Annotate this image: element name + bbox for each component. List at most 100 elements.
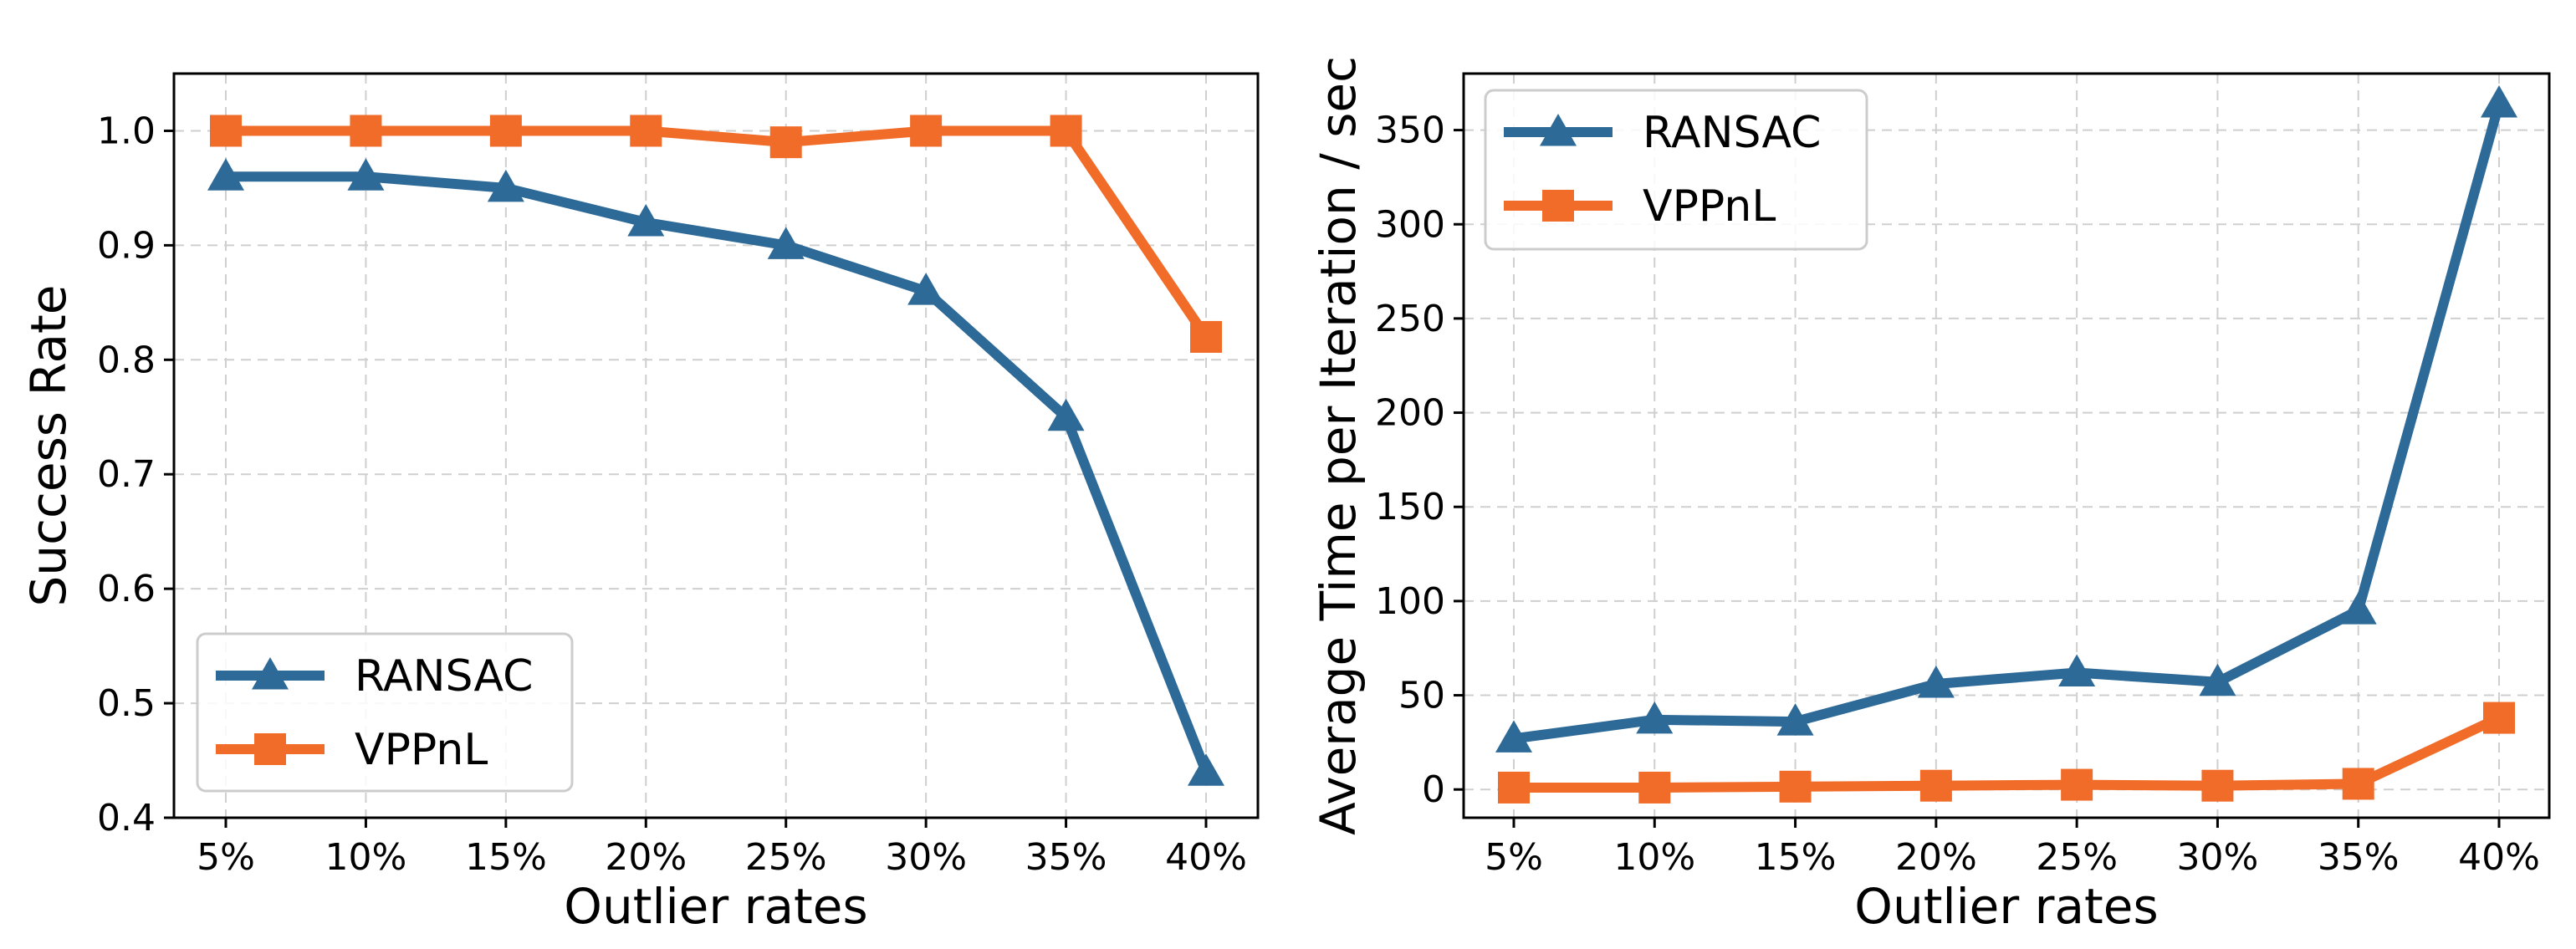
y-tick-label: 0.5 xyxy=(97,682,156,725)
data-point-ransac xyxy=(907,273,945,305)
x-tick-label: 20% xyxy=(605,836,687,879)
series-line-vppnl xyxy=(226,125,1210,340)
data-point-vppnl xyxy=(1050,115,1082,147)
y-tick-labels: 0 50 100 150 200 250 300 350 xyxy=(1375,110,1464,811)
legend-entry-vppnl: VPPnL xyxy=(216,725,488,775)
x-axis-label: Outlier rates xyxy=(1854,878,2158,935)
data-point-vppnl xyxy=(2342,768,2374,800)
legend-marker-group xyxy=(1540,114,1577,146)
legend-marker-vppnl xyxy=(1542,190,1574,222)
data-point-ransac xyxy=(487,169,524,202)
y-tick-label: 300 xyxy=(1375,203,1445,246)
data-point-ransac xyxy=(1917,666,1955,698)
data-point-ransac xyxy=(347,158,385,191)
y-tick-label: 0.7 xyxy=(97,453,156,496)
x-tick-label: 5% xyxy=(197,836,255,879)
data-point-vppnl xyxy=(210,115,242,147)
x-tick-label: 35% xyxy=(1025,836,1107,879)
plot-frame xyxy=(172,72,1260,819)
x-tick-label: 15% xyxy=(465,836,547,879)
x-tick-label: 25% xyxy=(745,836,827,879)
series-lines xyxy=(226,125,1211,774)
data-point-vppnl xyxy=(489,115,522,147)
legend-marker-ransac xyxy=(1540,114,1577,146)
data-point-vppnl xyxy=(2483,702,2515,734)
x-tick-label: 15% xyxy=(1755,836,1837,879)
y-tick-label: 0.6 xyxy=(97,568,156,610)
data-point-vppnl xyxy=(1638,771,1671,804)
series-line-vppnl xyxy=(1514,713,2502,793)
y-axis-label: Average Time per Iteration / sec xyxy=(1310,56,1367,835)
data-point-vppnl xyxy=(350,115,382,147)
data-point-vppnl xyxy=(1779,770,1812,803)
data-point-ransac xyxy=(1188,753,1224,786)
x-tick-labels: 5% 10% 15% 20% 25% 30% 35% 40% xyxy=(197,818,1247,879)
data-point-vppnl xyxy=(769,126,802,159)
success-rate-chart: 5% 10% 15% 20% 25% 30% 35% 40% 0.40.50.60.70.80… xyxy=(20,72,1260,935)
plot-frame xyxy=(1462,72,2551,819)
legend-marker-group xyxy=(254,733,286,765)
y-tick-label: 0 xyxy=(1422,768,1445,811)
series-line-ransac xyxy=(226,171,1211,774)
legend-entry-ransac: RANSAC xyxy=(216,651,533,702)
x-tick-label: 25% xyxy=(2036,836,2118,879)
y-tick-label: 0.9 xyxy=(97,224,156,267)
data-point-vppnl xyxy=(2061,768,2093,801)
data-point-ransac xyxy=(1636,701,1674,734)
y-tick-label: 250 xyxy=(1375,298,1445,340)
legend-marker-vppnl xyxy=(254,733,286,765)
y-tick-label: 50 xyxy=(1398,675,1445,717)
data-point-ransac xyxy=(1495,720,1532,753)
legend-marker-group xyxy=(252,657,289,690)
data-point-ransac xyxy=(207,158,244,191)
legend-label-vppnl: VPPnL xyxy=(1643,181,1776,232)
series-lines xyxy=(1513,102,2504,793)
legend-entry-vppnl: VPPnL xyxy=(1504,181,1776,232)
series-line-ransac xyxy=(1513,102,2504,744)
x-tick-label: 20% xyxy=(1895,836,1977,879)
data-point-ransac xyxy=(1047,398,1085,431)
data-point-ransac xyxy=(2339,592,2377,625)
series-markers xyxy=(1495,85,2517,804)
data-point-ransac xyxy=(767,227,805,259)
y-tick-label: 100 xyxy=(1375,580,1445,623)
data-point-ransac xyxy=(1776,703,1814,736)
x-tick-label: 30% xyxy=(885,836,967,879)
data-point-ransac xyxy=(627,204,665,237)
y-tick-label: 200 xyxy=(1375,392,1445,435)
legend-entry-ransac: RANSAC xyxy=(1504,108,1821,158)
data-point-ransac xyxy=(2481,85,2517,118)
data-point-vppnl xyxy=(630,115,662,147)
series-markers xyxy=(207,115,1224,786)
legend-label-ransac: RANSAC xyxy=(355,651,533,702)
data-point-vppnl xyxy=(2201,769,2234,802)
average-time-chart: 5% 10% 15% 20% 25% 30% 35% 40% 0 50 100 150 200 250 3… xyxy=(1310,56,2551,935)
data-point-vppnl xyxy=(1190,320,1222,353)
data-point-ransac xyxy=(2058,654,2096,687)
legend-marker-ransac xyxy=(252,657,289,690)
x-tick-labels: 5% 10% 15% 20% 25% 30% 35% 40% xyxy=(1485,818,2540,879)
data-point-vppnl xyxy=(910,115,943,147)
legend: RANSAC VPPnL xyxy=(196,632,574,793)
y-tick-label: 0.8 xyxy=(97,339,156,381)
data-point-vppnl xyxy=(1919,769,1952,802)
data-point-vppnl xyxy=(1498,771,1530,804)
y-tick-label: 0.4 xyxy=(97,797,156,839)
x-tick-label: 40% xyxy=(1165,836,1247,879)
x-tick-label: 30% xyxy=(2177,836,2259,879)
legend-label-ransac: RANSAC xyxy=(1643,108,1821,158)
y-tick-label: 350 xyxy=(1375,110,1445,152)
legend-label-vppnl: VPPnL xyxy=(355,725,488,775)
x-tick-label: 40% xyxy=(2458,836,2540,879)
x-tick-label: 10% xyxy=(1613,836,1695,879)
legend: RANSAC VPPnL xyxy=(1484,89,1868,251)
y-tick-label: 1.0 xyxy=(97,110,156,152)
data-point-ransac xyxy=(2199,663,2236,696)
x-axis-label: Outlier rates xyxy=(564,878,867,935)
y-axis-label: Success Rate xyxy=(20,285,77,607)
y-tick-labels: 0.4 0.5 0.6 0.7 0.8 0.9 1.0 xyxy=(97,110,174,839)
legend-marker-group xyxy=(1542,190,1574,222)
x-tick-label: 5% xyxy=(1485,836,1543,879)
y-tick-label: 150 xyxy=(1375,486,1445,528)
